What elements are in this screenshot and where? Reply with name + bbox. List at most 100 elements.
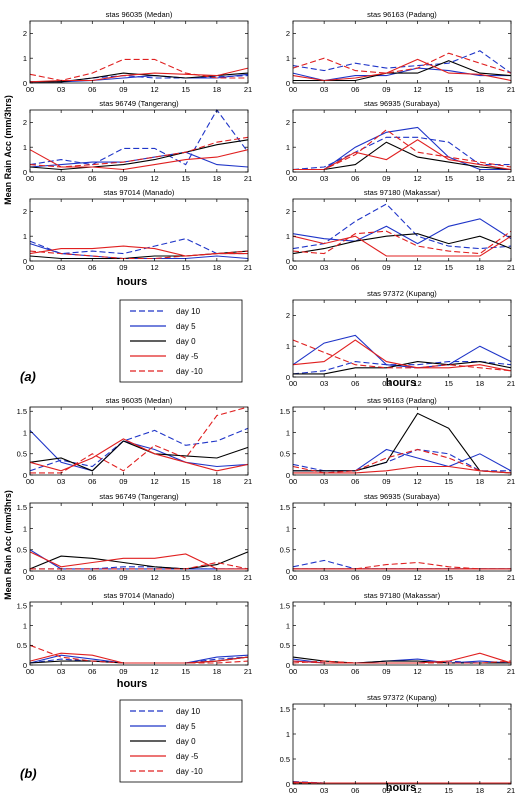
x-tick-label: 18 xyxy=(476,667,484,676)
y-axis-label-a: Mean Rain Acc (mm/3hrs) xyxy=(3,95,13,205)
series-line xyxy=(29,440,249,472)
chart-title: stas 96163 (Padang) xyxy=(367,10,437,19)
x-tick-label: 03 xyxy=(320,379,328,388)
y-tick-label: 1 xyxy=(23,621,27,630)
y-tick-label: 0.5 xyxy=(17,641,27,650)
series-line xyxy=(292,233,512,255)
series-line xyxy=(292,52,512,74)
x-tick-label: 21 xyxy=(507,573,515,582)
x-tick-label: 06 xyxy=(351,477,359,486)
y-tick-label: 0 xyxy=(286,567,290,576)
series-line xyxy=(293,129,512,171)
legend-label: day 10 xyxy=(176,707,201,716)
series-line xyxy=(29,656,249,664)
plot-frame xyxy=(292,703,512,785)
x-tick-label: 15 xyxy=(182,477,190,486)
series-line xyxy=(292,203,512,250)
x-tick-label: 06 xyxy=(351,379,359,388)
y-tick-label: 0.5 xyxy=(17,546,27,555)
x-tick-label: 09 xyxy=(119,477,127,486)
series-line xyxy=(29,551,249,570)
series-line xyxy=(292,230,512,255)
series-line xyxy=(292,218,512,245)
x-axis-label-b-left: hours xyxy=(117,678,148,690)
y-tick-label: 0 xyxy=(23,168,27,177)
series-line xyxy=(29,430,249,472)
x-tick-label: 12 xyxy=(413,573,421,582)
series-line xyxy=(29,58,248,82)
x-tick-label: 00 xyxy=(26,573,34,582)
x-tick-label: 06 xyxy=(88,477,96,486)
series-line xyxy=(29,67,249,83)
chart-title: stas 97372 (Kupang) xyxy=(367,693,437,702)
series-line xyxy=(292,50,512,74)
x-tick-label: 03 xyxy=(320,573,328,582)
y-tick-label: 0 xyxy=(23,471,27,480)
y-tick-label: 0 xyxy=(286,373,290,382)
x-tick-label: 00 xyxy=(289,379,297,388)
x-tick-label: 18 xyxy=(213,573,221,582)
y-tick-label: 1.5 xyxy=(17,503,27,512)
y-tick-label: 0 xyxy=(286,780,290,789)
legend-label: day 10 xyxy=(176,307,201,316)
series-line xyxy=(292,339,512,372)
x-tick-label: 12 xyxy=(150,85,158,94)
x-tick-label: 03 xyxy=(57,174,65,183)
x-tick-label: 15 xyxy=(182,667,190,676)
series-line xyxy=(292,235,512,257)
x-tick-label: 12 xyxy=(150,667,158,676)
series-line xyxy=(29,438,249,472)
x-tick-label: 12 xyxy=(150,174,158,183)
x-tick-label: 15 xyxy=(445,667,453,676)
chart-title: stas 96749 (Tangerang) xyxy=(99,99,179,108)
y-tick-label: 2 xyxy=(286,118,290,127)
plot-frame xyxy=(292,20,512,84)
y-tick-label: 0 xyxy=(286,79,290,88)
legend-label: day -5 xyxy=(176,752,199,761)
x-tick-label: 18 xyxy=(476,379,484,388)
series-line xyxy=(292,559,511,570)
legend-b: day 10 day 5 day 0 day -5 day -10 xyxy=(119,699,243,783)
series-line xyxy=(293,412,512,474)
series-line xyxy=(292,334,512,369)
legend-label: day 0 xyxy=(176,737,196,746)
plot-frame xyxy=(292,299,512,378)
y-tick-label: 2 xyxy=(286,311,290,320)
y-tick-label: 1 xyxy=(23,232,27,241)
chart-panel: stas 96035 (Medan) 0 0.5 1 1.5 00 03 06 09 12 15 18… xyxy=(17,396,253,486)
x-tick-label: 00 xyxy=(26,85,34,94)
x-tick-label: 03 xyxy=(57,85,65,94)
y-tick-label: 0 xyxy=(286,661,290,670)
chart-title: stas 97372 (Kupang) xyxy=(367,289,437,298)
legend-label: day -10 xyxy=(176,767,203,776)
series-line xyxy=(29,644,249,664)
y-tick-label: 1.5 xyxy=(17,407,27,416)
x-tick-label: 21 xyxy=(507,379,515,388)
panel-label-a: (a) xyxy=(20,369,36,384)
series-line xyxy=(29,245,248,257)
x-tick-label: 03 xyxy=(57,573,65,582)
x-tick-label: 00 xyxy=(289,786,297,795)
y-tick-label: 1.5 xyxy=(17,602,27,611)
x-tick-label: 18 xyxy=(213,85,221,94)
x-tick-label: 21 xyxy=(507,477,515,486)
x-tick-label: 18 xyxy=(476,263,484,272)
x-tick-label: 12 xyxy=(413,174,421,183)
y-tick-label: 1 xyxy=(286,54,290,63)
x-tick-label: 06 xyxy=(351,667,359,676)
x-tick-label: 09 xyxy=(382,174,390,183)
series-line xyxy=(29,250,249,260)
y-tick-label: 1.5 xyxy=(280,503,290,512)
x-tick-label: 18 xyxy=(476,573,484,582)
x-tick-label: 15 xyxy=(182,573,190,582)
x-tick-label: 09 xyxy=(382,85,390,94)
y-tick-label: 1 xyxy=(23,524,27,533)
y-tick-label: 0 xyxy=(23,79,27,88)
x-tick-label: 03 xyxy=(320,667,328,676)
x-tick-label: 15 xyxy=(445,174,453,183)
x-tick-label: 09 xyxy=(119,174,127,183)
chart-panel: stas 97180 (Makassar) 0 0.5 1 1.5 00 03 06 09 12 1… xyxy=(280,591,516,676)
